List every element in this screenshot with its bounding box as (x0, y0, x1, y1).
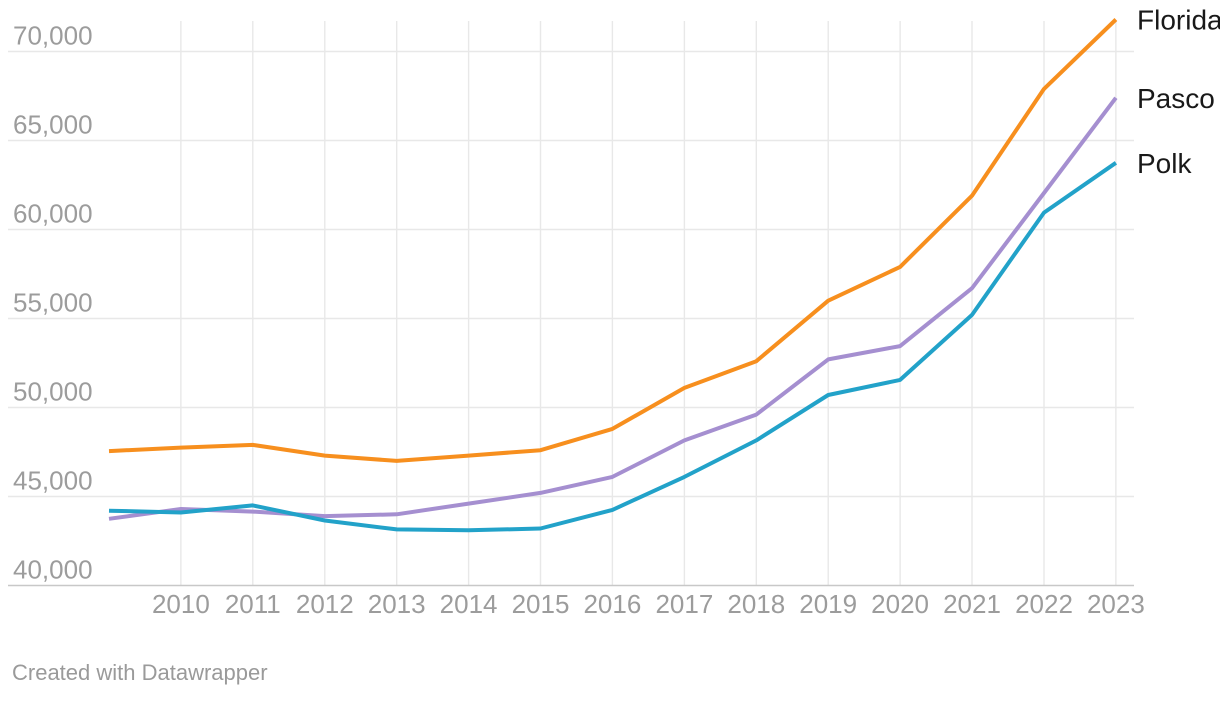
x-tick-label-2015: 2015 (512, 589, 570, 619)
income-line-chart: 40,000 45,000 50,000 55,000 60,000 65,000 70,0… (8, 5, 1220, 619)
y-tick-label-70000: 70,000 (13, 21, 93, 51)
y-tick-label-55000: 55,000 (13, 288, 93, 318)
x-tick-label-2022: 2022 (1015, 589, 1073, 619)
x-tick-label-2010: 2010 (152, 589, 210, 619)
x-tick-label-2018: 2018 (727, 589, 785, 619)
y-tick-label-65000: 65,000 (13, 110, 93, 140)
x-tick-label-2011: 2011 (225, 589, 281, 619)
series-label-florida: Florida (1137, 5, 1220, 36)
series-label-pasco: Pasco (1137, 83, 1215, 114)
series-line-florida (108, 18, 1118, 463)
x-tick-label-2013: 2013 (368, 589, 426, 619)
attribution-text: Created with Datawrapper (12, 660, 268, 685)
x-tick-label-2023: 2023 (1087, 589, 1145, 619)
series-line-pasco (108, 96, 1118, 521)
x-tick-label-2020: 2020 (871, 589, 929, 619)
series-line-polk (108, 161, 1118, 533)
y-tick-label-40000: 40,000 (13, 555, 93, 585)
y-tick-label-45000: 45,000 (13, 466, 93, 496)
x-tick-label-2016: 2016 (583, 589, 641, 619)
y-tick-label-50000: 50,000 (13, 377, 93, 407)
x-tick-label-2014: 2014 (440, 589, 498, 619)
x-tick-label-2019: 2019 (799, 589, 857, 619)
x-tick-label-2021: 2021 (943, 589, 1001, 619)
x-tick-label-2017: 2017 (655, 589, 713, 619)
y-tick-label-60000: 60,000 (13, 199, 93, 229)
series-label-polk: Polk (1137, 148, 1192, 179)
x-tick-label-2012: 2012 (296, 589, 354, 619)
